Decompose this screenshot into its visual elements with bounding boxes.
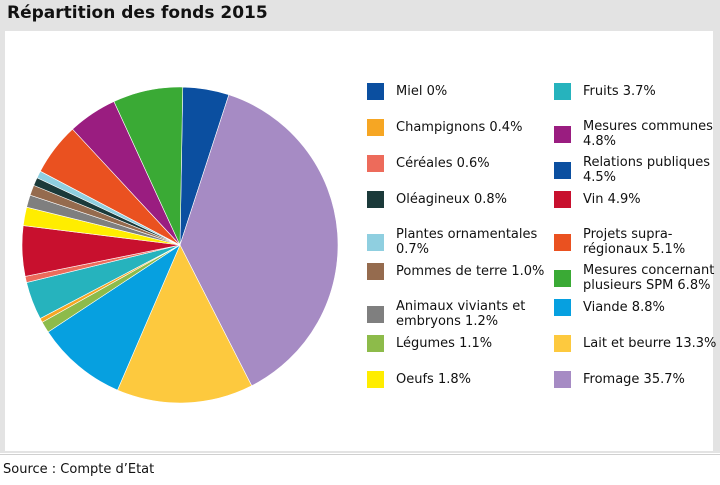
legend-item: Fruits 3.7% [554, 83, 720, 100]
chart-title: Répartition des fonds 2015 [7, 3, 268, 23]
legend-label: Pommes de terre 1.0% [396, 264, 545, 279]
legend-swatch [367, 233, 384, 251]
legend-swatch [554, 83, 571, 100]
divider [0, 454, 720, 455]
legend-swatch [554, 233, 571, 251]
legend-item: Vin 4.9% [554, 191, 720, 208]
legend-item: Céréales 0.6% [367, 155, 546, 172]
legend-label: Oléagineux 0.8% [396, 192, 508, 207]
legend-item: Miel 0% [367, 83, 546, 100]
pie-slice-fromage [179, 94, 339, 387]
legend-label: Animaux viviants et embryons 1.2% [396, 299, 526, 329]
legend-swatch [554, 191, 571, 208]
legend-swatch [367, 191, 384, 208]
legend-swatch [554, 371, 571, 388]
legend-item: Projets supra-régionaux 5.1% [554, 227, 720, 257]
pie-slice-lait-et-beurre [117, 244, 253, 404]
legend-item: Lait et beurre 13.3% [554, 335, 720, 352]
legend-item: Légumes 1.1% [367, 335, 546, 352]
legend-item: Relations publiques 4.5% [554, 155, 720, 185]
pie-chart [21, 86, 339, 404]
legend-swatch [554, 161, 571, 179]
legend-swatch [367, 305, 384, 323]
legend-swatch [367, 263, 384, 280]
legend-label: Fromage 35.7% [583, 372, 685, 387]
legend-item: Viande 8.8% [554, 299, 720, 316]
legend-swatch [554, 125, 571, 143]
legend-label: Plantes ornamentales 0.7% [396, 227, 538, 257]
legend-item: Mesures concernant plusieurs SPM 6.8% [554, 263, 720, 293]
legend-label: Champignons 0.4% [396, 120, 523, 135]
legend-label: Mesures communes 4.8% [583, 119, 713, 149]
legend-label: Vin 4.9% [583, 192, 641, 207]
legend-swatch [554, 269, 571, 287]
legend-label: Relations publiques 4.5% [583, 155, 711, 185]
legend-item: Oeufs 1.8% [367, 371, 546, 388]
legend-item: Animaux viviants et embryons 1.2% [367, 299, 546, 329]
legend-swatch [367, 335, 384, 352]
source-note: Source : Compte d’Etat [3, 462, 155, 477]
legend-swatch [367, 371, 384, 388]
pie-slice-mesures-concernant-plusieurs-spm [113, 86, 184, 246]
pie-slice-viande [47, 244, 181, 391]
legend-label: Miel 0% [396, 84, 448, 99]
chart-panel: Miel 0% Champignons 0.4% Céréales 0.6% Oléa… [5, 31, 716, 451]
legend-swatch [367, 83, 384, 100]
legend-label: Légumes 1.1% [396, 336, 493, 351]
legend-swatch [554, 335, 571, 352]
legend-label: Fruits 3.7% [583, 84, 656, 99]
legend-item: Pommes de terre 1.0% [367, 263, 546, 280]
legend-label: Projets supra-régionaux 5.1% [583, 227, 686, 257]
legend-item: Champignons 0.4% [367, 119, 546, 136]
legend-item: Fromage 35.7% [554, 371, 720, 388]
title-bar: Répartition des fonds 2015 [0, 0, 720, 31]
legend-label: Lait et beurre 13.3% [583, 336, 717, 351]
legend-swatch [554, 299, 571, 316]
chart-frame: Miel 0% Champignons 0.4% Céréales 0.6% Oléa… [0, 31, 720, 453]
legend-label: Oeufs 1.8% [396, 372, 471, 387]
legend-label: Mesures concernant plusieurs SPM 6.8% [583, 263, 715, 293]
legend-swatch [367, 155, 384, 172]
legend-item: Plantes ornamentales 0.7% [367, 227, 546, 257]
legend-swatch [367, 119, 384, 136]
legend-item: Mesures communes 4.8% [554, 119, 720, 149]
legend-label: Céréales 0.6% [396, 156, 490, 171]
legend-item: Oléagineux 0.8% [367, 191, 546, 208]
legend-label: Viande 8.8% [583, 300, 665, 315]
